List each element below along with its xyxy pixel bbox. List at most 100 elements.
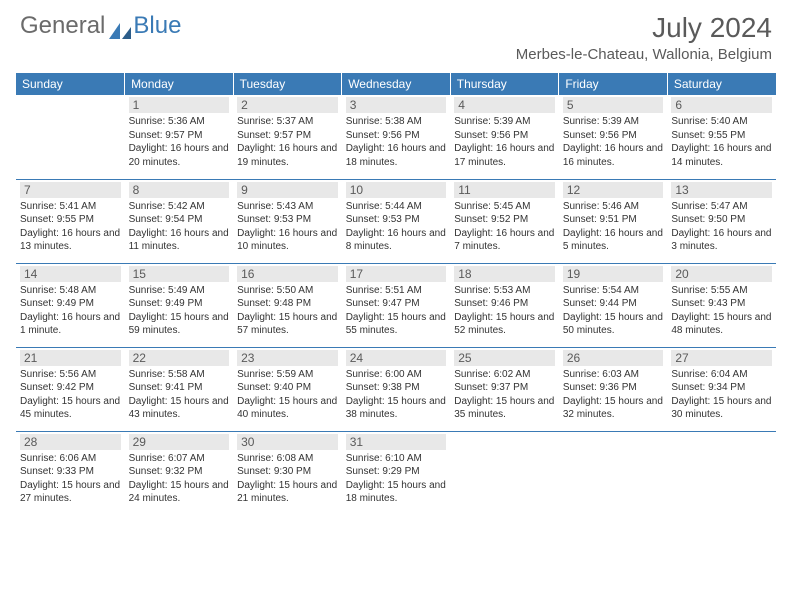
day-number: 20 [671, 266, 772, 282]
day-number: 26 [563, 350, 664, 366]
cell-details: Sunrise: 5:45 AMSunset: 9:52 PMDaylight:… [454, 200, 555, 254]
daylight-text: Daylight: 15 hours and 55 minutes. [346, 311, 447, 338]
calendar-cell: 20Sunrise: 5:55 AMSunset: 9:43 PMDayligh… [667, 263, 776, 347]
sunset-text: Sunset: 9:40 PM [237, 381, 338, 395]
sunrise-text: Sunrise: 5:49 AM [129, 284, 230, 298]
calendar-cell: 8Sunrise: 5:42 AMSunset: 9:54 PMDaylight… [125, 179, 234, 263]
sunset-text: Sunset: 9:49 PM [20, 297, 121, 311]
sunrise-text: Sunrise: 6:08 AM [237, 452, 338, 466]
calendar-cell: 24Sunrise: 6:00 AMSunset: 9:38 PMDayligh… [342, 347, 451, 431]
calendar-cell: 31 Sunrise: 6:10 AMSunset: 9:29 PMDayligh… [342, 431, 451, 515]
sunrise-text: Sunrise: 5:37 AM [237, 115, 338, 129]
sunset-text: Sunset: 9:29 PM [346, 465, 447, 479]
calendar-week: 28Sunrise: 6:06 AMSunset: 9:33 PMDayligh… [16, 431, 776, 515]
sunset-text: Sunset: 9:41 PM [129, 381, 230, 395]
daylight-text: Daylight: 16 hours and 16 minutes. [563, 142, 664, 169]
sunrise-text: Sunrise: 5:47 AM [671, 200, 772, 214]
sunset-text: Sunset: 9:33 PM [20, 465, 121, 479]
cell-details: Sunrise: 5:40 AMSunset: 9:55 PMDaylight:… [671, 115, 772, 169]
daylight-text: Daylight: 15 hours and 40 minutes. [237, 395, 338, 422]
calendar-cell: 26Sunrise: 6:03 AMSunset: 9:36 PMDayligh… [559, 347, 668, 431]
daylight-text: Daylight: 16 hours and 20 minutes. [129, 142, 230, 169]
cell-details: Sunrise: 6:04 AMSunset: 9:34 PMDaylight:… [671, 368, 772, 422]
sunrise-text: Sunrise: 5:45 AM [454, 200, 555, 214]
cell-details: Sunrise: 6:10 AMSunset: 9:29 PMDaylight:… [346, 452, 447, 506]
cell-details: Sunrise: 6:08 AMSunset: 9:30 PMDaylight:… [237, 452, 338, 506]
calendar-week: 21 Sunrise: 5:56 AMSunset: 9:42 PMDayligh… [16, 347, 776, 431]
day-number: 7 [20, 182, 121, 198]
sunset-text: Sunset: 9:48 PM [237, 297, 338, 311]
sunrise-text: Sunrise: 5:46 AM [563, 200, 664, 214]
cell-details: Sunrise: 6:07 AMSunset: 9:32 PMDaylight:… [129, 452, 230, 506]
day-number: 25 [454, 350, 555, 366]
daylight-text: Daylight: 16 hours and 1 minute. [20, 311, 121, 338]
calendar-cell: 5Sunrise: 5:39 AMSunset: 9:56 PMDaylight… [559, 95, 668, 179]
calendar-cell: 19Sunrise: 5:54 AMSunset: 9:44 PMDayligh… [559, 263, 668, 347]
calendar-cell: 7 Sunrise: 5:41 AMSunset: 9:55 PMDaylight… [16, 179, 125, 263]
logo: General Blue [20, 12, 181, 40]
sunrise-text: Sunrise: 5:38 AM [346, 115, 447, 129]
sunset-text: Sunset: 9:56 PM [563, 129, 664, 143]
sunset-text: Sunset: 9:57 PM [237, 129, 338, 143]
cell-details: Sunrise: 5:54 AMSunset: 9:44 PMDaylight:… [563, 284, 664, 338]
calendar-week: 1Sunrise: 5:36 AMSunset: 9:57 PMDaylight… [16, 95, 776, 179]
daylight-text: Daylight: 15 hours and 57 minutes. [237, 311, 338, 338]
sunset-text: Sunset: 9:30 PM [237, 465, 338, 479]
page-header: General Blue July 2024 Merbes-le-Chateau… [0, 0, 792, 67]
header-friday: Friday [559, 73, 668, 95]
sunset-text: Sunset: 9:56 PM [346, 129, 447, 143]
header-sunday: Sunday [16, 73, 125, 95]
sunset-text: Sunset: 9:34 PM [671, 381, 772, 395]
day-number: 22 [129, 350, 230, 366]
sunrise-text: Sunrise: 5:44 AM [346, 200, 447, 214]
sunrise-text: Sunrise: 5:39 AM [454, 115, 555, 129]
sunset-text: Sunset: 9:56 PM [454, 129, 555, 143]
daylight-text: Daylight: 15 hours and 59 minutes. [129, 311, 230, 338]
daylight-text: Daylight: 15 hours and 30 minutes. [671, 395, 772, 422]
sunset-text: Sunset: 9:53 PM [346, 213, 447, 227]
calendar-cell: 14 Sunrise: 5:48 AMSunset: 9:49 PMDayligh… [16, 263, 125, 347]
sunset-text: Sunset: 9:43 PM [671, 297, 772, 311]
sunset-text: Sunset: 9:37 PM [454, 381, 555, 395]
calendar-week: 14Sunrise: 5:48 AMSunset: 9:49 PMDayligh… [16, 263, 776, 347]
calendar-cell: 15Sunrise: 5:49 AMSunset: 9:49 PMDayligh… [125, 263, 234, 347]
cell-details: Sunrise: 5:49 AMSunset: 9:49 PMDaylight:… [129, 284, 230, 338]
cell-details: Sunrise: 5:46 AMSunset: 9:51 PMDaylight:… [563, 200, 664, 254]
sunrise-text: Sunrise: 6:07 AM [129, 452, 230, 466]
sunset-text: Sunset: 9:42 PM [20, 381, 121, 395]
sail-icon [109, 18, 131, 34]
day-number: 4 [454, 97, 555, 113]
logo-text-blue: Blue [133, 12, 181, 40]
sunrise-text: Sunrise: 5:55 AM [671, 284, 772, 298]
day-number: 13 [671, 182, 772, 198]
sunrise-text: Sunrise: 5:42 AM [129, 200, 230, 214]
calendar-cell: 1Sunrise: 5:36 AMSunset: 9:57 PMDaylight… [125, 95, 234, 179]
sunrise-text: Sunrise: 6:02 AM [454, 368, 555, 382]
calendar-cell: 17Sunrise: 5:51 AMSunset: 9:47 PMDayligh… [342, 263, 451, 347]
daylight-text: Daylight: 16 hours and 8 minutes. [346, 227, 447, 254]
day-number: 23 [237, 350, 338, 366]
day-number: 14 [20, 266, 121, 282]
calendar-cell: 27 Sunrise: 6:04 AMSunset: 9:34 PMDayligh… [667, 347, 776, 431]
cell-details: Sunrise: 5:56 AMSunset: 9:42 PMDaylight:… [20, 368, 121, 422]
day-number: 21 [20, 350, 121, 366]
cell-details: Sunrise: 5:44 AMSunset: 9:53 PMDaylight:… [346, 200, 447, 254]
calendar-cell: 12 Sunrise: 5:46 AMSunset: 9:51 PMDayligh… [559, 179, 668, 263]
sunrise-text: Sunrise: 5:48 AM [20, 284, 121, 298]
calendar-week: 7 Sunrise: 5:41 AMSunset: 9:55 PMDaylight… [16, 179, 776, 263]
calendar-cell [667, 431, 776, 515]
sunrise-text: Sunrise: 5:40 AM [671, 115, 772, 129]
calendar-cell: 4Sunrise: 5:39 AMSunset: 9:56 PMDaylight… [450, 95, 559, 179]
cell-details: Sunrise: 5:39 AMSunset: 9:56 PMDaylight:… [563, 115, 664, 169]
cell-details: Sunrise: 5:41 AMSunset: 9:55 PMDaylight:… [20, 200, 121, 254]
day-number: 18 [454, 266, 555, 282]
sunrise-text: Sunrise: 5:43 AM [237, 200, 338, 214]
day-number: 31 [346, 434, 447, 450]
calendar-cell: 6Sunrise: 5:40 AMSunset: 9:55 PMDaylight… [667, 95, 776, 179]
cell-details: Sunrise: 5:42 AMSunset: 9:54 PMDaylight:… [129, 200, 230, 254]
day-number: 27 [671, 350, 772, 366]
day-number: 12 [563, 182, 664, 198]
calendar-cell [16, 95, 125, 179]
day-number: 1 [129, 97, 230, 113]
day-number: 29 [129, 434, 230, 450]
